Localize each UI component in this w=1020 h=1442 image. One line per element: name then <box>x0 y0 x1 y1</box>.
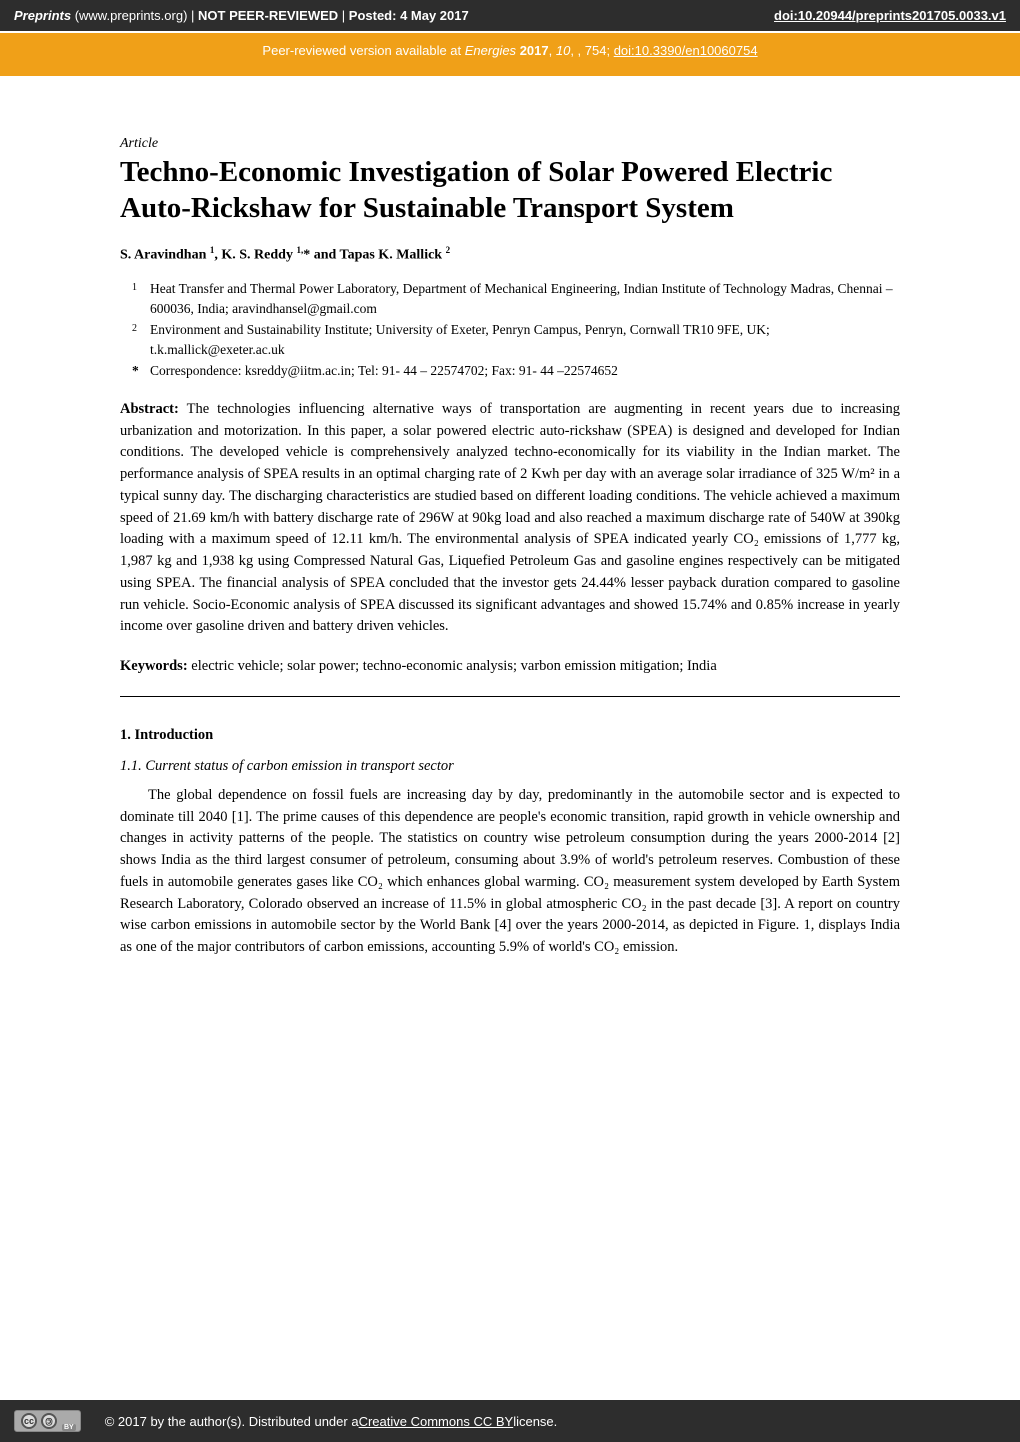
banner-vol: 10 <box>556 43 570 58</box>
not-peer-reviewed: NOT PEER-REVIEWED <box>198 8 338 23</box>
affil-num: 2 <box>132 320 150 359</box>
abstract: Abstract: The technologies influencing a… <box>120 399 900 638</box>
header-doi-link[interactable]: doi:10.20944/preprints201705.0033.v1 <box>774 8 1006 23</box>
by-label: BY <box>62 1424 76 1431</box>
site-name: Preprints <box>14 8 71 23</box>
preprint-header-bar: Preprints (www.preprints.org) | NOT PEER… <box>0 0 1020 31</box>
affil-num: 1 <box>132 279 150 318</box>
subsection-heading: 1.1. Current status of carbon emission i… <box>120 758 900 775</box>
banner-pages: 754 <box>585 43 607 58</box>
abstract-label: Abstract: <box>120 401 179 417</box>
article-content: Article Techno-Economic Investigation of… <box>0 76 1020 1079</box>
cc-badge-icon: cc 🄯 BY <box>14 1410 81 1432</box>
license-footer: cc 🄯 BY © 2017 by the author(s). Distrib… <box>0 1400 1020 1442</box>
banner-prefix: Peer-reviewed version available at <box>262 43 464 58</box>
keywords-text: electric vehicle; solar power; techno-ec… <box>191 658 716 674</box>
body-paragraph: The global dependence on fossil fuels ar… <box>120 785 900 959</box>
banner-journal: Energies <box>465 43 516 58</box>
peer-review-banner: Peer-reviewed version available at Energ… <box>0 31 1020 76</box>
affil-text: Heat Transfer and Thermal Power Laborato… <box>150 279 900 318</box>
cc-icon: cc <box>21 1413 37 1429</box>
affil-text: Environment and Sustainability Institute… <box>150 320 900 359</box>
banner-doi-link[interactable]: doi:10.3390/en10060754 <box>614 43 758 58</box>
affiliation-2: 2 Environment and Sustainability Institu… <box>132 320 900 359</box>
affiliation-1: 1 Heat Transfer and Thermal Power Labora… <box>132 279 900 318</box>
keywords: Keywords: electric vehicle; solar power;… <box>120 656 900 678</box>
posted-date: Posted: 4 May 2017 <box>349 8 469 23</box>
article-type: Article <box>120 136 900 152</box>
copyright-text: © 2017 by the author(s). Distributed und… <box>105 1414 359 1429</box>
affil-text: Correspondence: ksreddy@iitm.ac.in; Tel:… <box>150 361 618 381</box>
affiliations: 1 Heat Transfer and Thermal Power Labora… <box>132 279 900 381</box>
affil-star: * <box>132 361 150 381</box>
header-left: Preprints (www.preprints.org) | NOT PEER… <box>14 8 469 23</box>
site-url: (www.preprints.org) <box>75 8 188 23</box>
banner-year: 2017 <box>520 43 549 58</box>
author-list: S. Aravindhan 1, K. S. Reddy 1,* and Tap… <box>120 245 900 264</box>
by-icon: 🄯 <box>41 1413 57 1429</box>
license-suffix: license. <box>513 1414 557 1429</box>
article-title: Techno-Economic Investigation of Solar P… <box>120 154 900 227</box>
section-heading: 1. Introduction <box>120 727 900 744</box>
section-divider <box>120 696 900 697</box>
license-link[interactable]: Creative Commons CC BY <box>359 1414 514 1429</box>
abstract-text: The technologies influencing alternative… <box>120 401 900 635</box>
correspondence: * Correspondence: ksreddy@iitm.ac.in; Te… <box>132 361 900 381</box>
keywords-label: Keywords: <box>120 658 188 674</box>
